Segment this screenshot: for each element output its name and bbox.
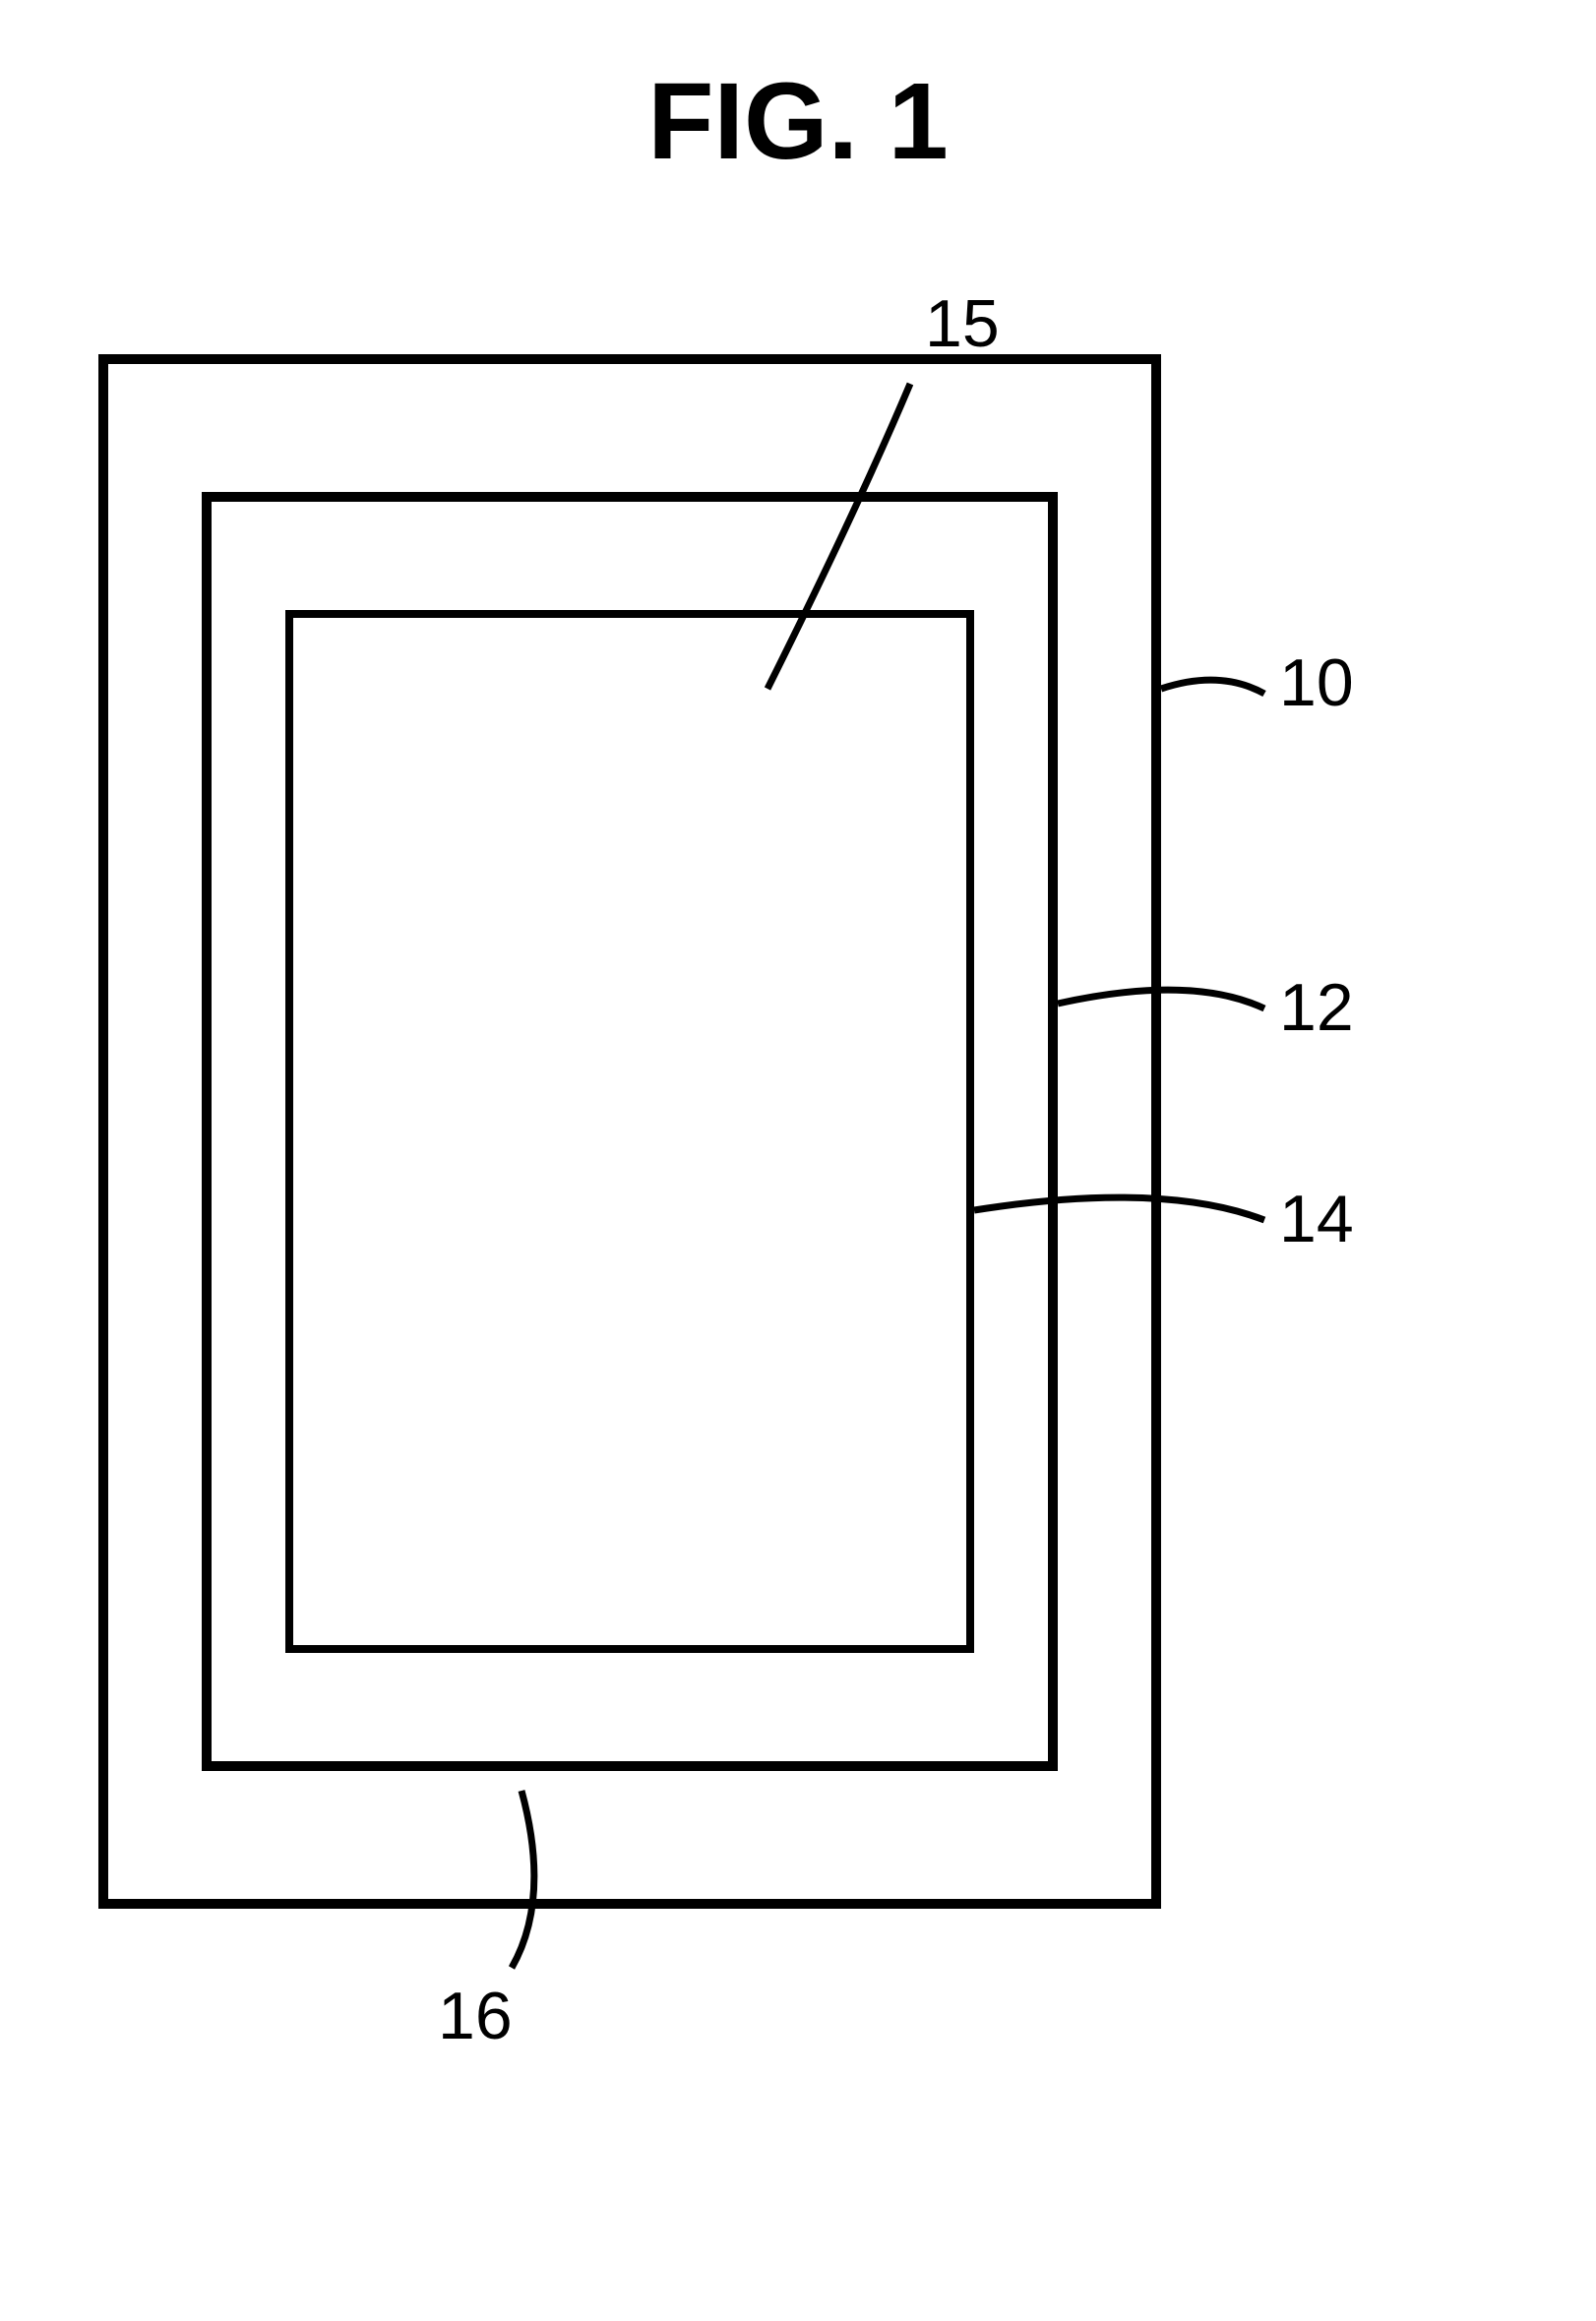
figure-title: FIG. 1 (647, 59, 949, 184)
leader-10 (1141, 649, 1284, 713)
label-12: 12 (1279, 969, 1354, 1046)
label-10: 10 (1279, 644, 1354, 721)
diagram-container: 15 10 12 14 16 (98, 354, 1161, 1909)
label-14: 14 (1279, 1181, 1354, 1257)
rect-inner (285, 610, 974, 1653)
label-15: 15 (925, 285, 1000, 362)
label-16: 16 (438, 1978, 513, 2054)
